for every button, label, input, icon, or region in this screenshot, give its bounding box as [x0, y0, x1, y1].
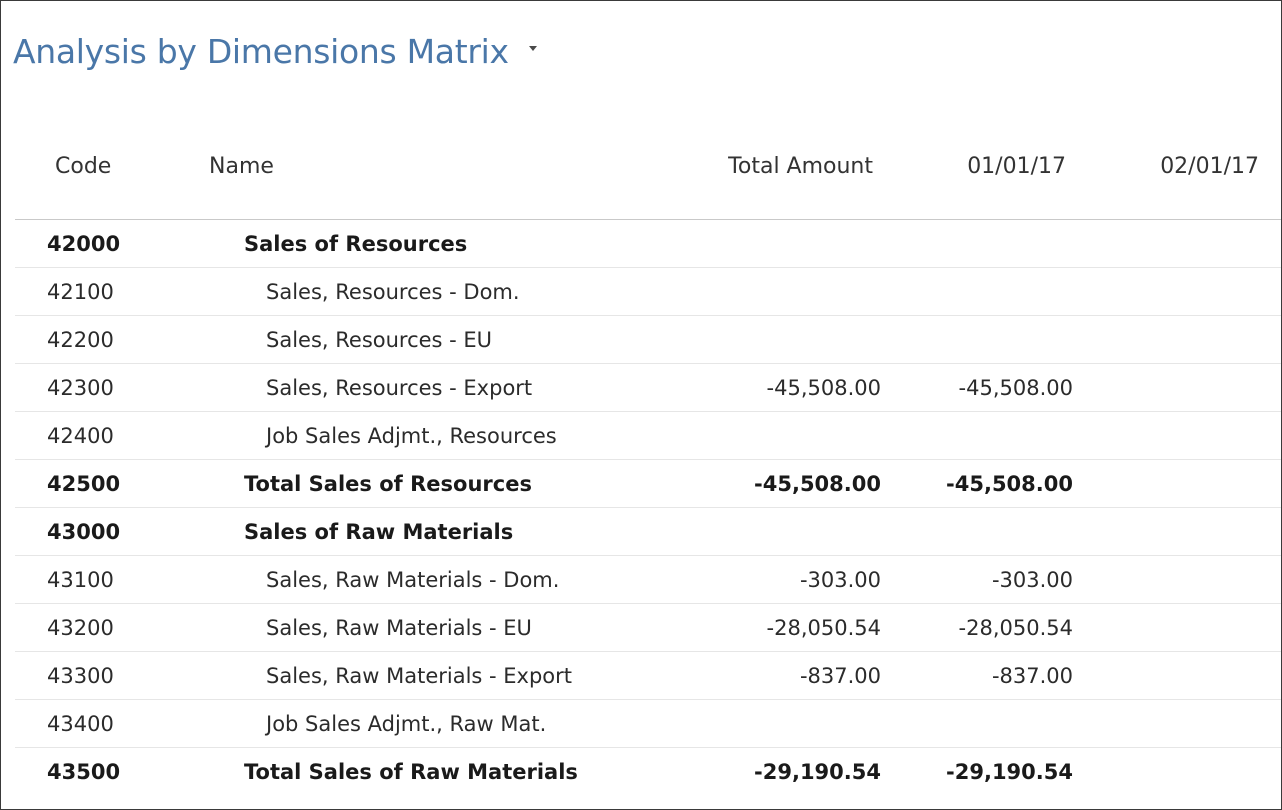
cell-code: 42000: [47, 232, 121, 256]
cell-code: 43400: [47, 712, 114, 736]
table-row[interactable]: 42100 Sales, Resources - Dom.: [15, 268, 1281, 316]
table-row[interactable]: 42000 Sales of Resources: [15, 220, 1281, 268]
matrix-grid: Code Name Total Amount 01/01/17 02/01/17…: [15, 141, 1281, 795]
cell-code: 42400: [47, 424, 114, 448]
cell-name: Total Sales of Raw Materials: [244, 760, 578, 784]
cell-total-amount: -29,190.54: [754, 760, 881, 784]
cell-period-1: -28,050.54: [958, 616, 1073, 640]
table-row[interactable]: 43000 Sales of Raw Materials: [15, 508, 1281, 556]
table-row[interactable]: 42400 Job Sales Adjmt., Resources: [15, 412, 1281, 460]
cell-name: Sales of Raw Materials: [244, 520, 514, 544]
table-row[interactable]: 43200 Sales, Raw Materials - EU -28,050.54…: [15, 604, 1281, 652]
chevron-down-icon[interactable]: [528, 45, 537, 51]
cell-code: 43100: [47, 568, 114, 592]
cell-name: Sales, Resources - EU: [266, 328, 493, 352]
column-header-code[interactable]: Code: [55, 154, 112, 179]
cell-code: 42200: [47, 328, 114, 352]
table-row[interactable]: 43300 Sales, Raw Materials - Export -837.0…: [15, 652, 1281, 700]
cell-code: 43000: [47, 520, 121, 544]
table-row[interactable]: 43100 Sales, Raw Materials - Dom. -303.00 -…: [15, 556, 1281, 604]
column-header-row: Code Name Total Amount 01/01/17 02/01/17: [15, 141, 1281, 220]
page-title: Analysis by Dimensions Matrix: [13, 31, 509, 71]
cell-total-amount: -45,508.00: [754, 472, 881, 496]
cell-name: Sales, Raw Materials - Export: [266, 664, 573, 688]
cell-code: 43200: [47, 616, 114, 640]
table-row[interactable]: 43500 Total Sales of Raw Materials -29,190…: [15, 748, 1281, 795]
column-header-total-amount[interactable]: Total Amount: [728, 154, 873, 179]
cell-total-amount: -45,508.00: [766, 376, 881, 400]
cell-name: Sales, Resources - Dom.: [266, 280, 520, 304]
cell-code: 43500: [47, 760, 121, 784]
cell-name: Sales of Resources: [244, 232, 468, 256]
table-row[interactable]: 42500 Total Sales of Resources -45,508.00 -…: [15, 460, 1281, 508]
cell-code: 43300: [47, 664, 114, 688]
matrix-rows: 42000 Sales of Resources 42100 Sales, Resou…: [15, 220, 1281, 795]
cell-code: 42100: [47, 280, 114, 304]
cell-code: 42300: [47, 376, 114, 400]
column-header-period-2[interactable]: 02/01/17: [1160, 154, 1259, 179]
cell-name: Sales, Raw Materials - EU: [266, 616, 532, 640]
page-title-menu[interactable]: Analysis by Dimensions Matrix: [13, 29, 537, 73]
cell-total-amount: -837.00: [799, 664, 881, 688]
table-row[interactable]: 43400 Job Sales Adjmt., Raw Mat.: [15, 700, 1281, 748]
cell-name: Job Sales Adjmt., Raw Mat.: [266, 712, 547, 736]
cell-name: Total Sales of Resources: [244, 472, 532, 496]
cell-total-amount: -28,050.54: [766, 616, 881, 640]
cell-name: Sales, Resources - Export: [266, 376, 533, 400]
cell-period-1: -29,190.54: [946, 760, 1073, 784]
cell-total-amount: -303.00: [799, 568, 881, 592]
cell-period-1: -45,508.00: [946, 472, 1073, 496]
cell-name: Sales, Raw Materials - Dom.: [266, 568, 560, 592]
column-header-period-1[interactable]: 01/01/17: [967, 154, 1066, 179]
column-header-name[interactable]: Name: [209, 154, 274, 179]
cell-period-1: -303.00: [991, 568, 1073, 592]
cell-name: Job Sales Adjmt., Resources: [266, 424, 557, 448]
table-row[interactable]: 42300 Sales, Resources - Export -45,508.00…: [15, 364, 1281, 412]
cell-period-1: -837.00: [991, 664, 1073, 688]
cell-period-1: -45,508.00: [958, 376, 1073, 400]
table-row[interactable]: 42200 Sales, Resources - EU: [15, 316, 1281, 364]
cell-code: 42500: [47, 472, 121, 496]
